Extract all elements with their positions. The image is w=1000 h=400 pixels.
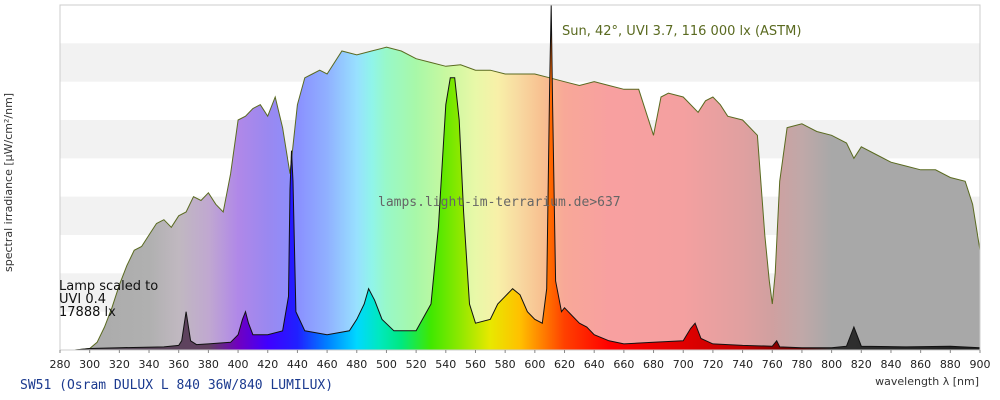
x-tick-label: 880 (940, 358, 961, 371)
x-tick-label: 300 (79, 358, 100, 371)
x-tick-label: 520 (406, 358, 427, 371)
sun-spectrum-line (74, 46, 980, 350)
x-tick-label: 700 (673, 358, 694, 371)
x-tick-label: 800 (821, 358, 842, 371)
x-tick-label: 720 (702, 358, 723, 371)
plot-area (74, 5, 980, 350)
x-tick-label: 660 (613, 358, 634, 371)
lamp-spectrum-line (74, 5, 980, 350)
x-tick-label: 620 (554, 358, 575, 371)
x-tick-label: 340 (139, 358, 160, 371)
x-tick-label: 580 (495, 358, 516, 371)
x-axis-label: wavelength λ [nm] (875, 375, 979, 388)
sun-series-label: Sun, 42°, UVI 3.7, 116 000 lx (ASTM) (562, 24, 801, 39)
lamp-scale-line1: Lamp scaled to (59, 279, 158, 294)
x-tick-label: 600 (524, 358, 545, 371)
x-tick-label: 560 (465, 358, 486, 371)
x-tick-label: 780 (791, 358, 812, 371)
x-tick-label: 360 (168, 358, 189, 371)
x-tick-label: 740 (732, 358, 753, 371)
x-tick-label: 860 (910, 358, 931, 371)
x-tick-label: 320 (109, 358, 130, 371)
y-axis-label: spectral irradiance [μW/cm²/nm] (2, 93, 15, 272)
x-tick-label: 400 (228, 358, 249, 371)
x-tick-label: 680 (643, 358, 664, 371)
x-tick-label: 500 (376, 358, 397, 371)
x-tick-label: 440 (287, 358, 308, 371)
x-tick-label: 900 (970, 358, 991, 371)
x-tick-label: 420 (257, 358, 278, 371)
x-axis-ticks: 280 300 320 340 360 380 400 420 440 460 480 500 520 5… (50, 350, 991, 371)
x-tick-label: 820 (851, 358, 872, 371)
chart-footer-title: SW51 (Osram DULUX L 840 36W/840 LUMILUX) (20, 378, 333, 393)
x-tick-label: 460 (317, 358, 338, 371)
x-tick-label: 480 (346, 358, 367, 371)
plot-border (59, 4, 981, 351)
x-tick-label: 280 (50, 358, 71, 371)
x-tick-label: 380 (198, 358, 219, 371)
x-tick-label: 540 (435, 358, 456, 371)
x-tick-label: 760 (762, 358, 783, 371)
sun-spectrum-area (74, 47, 980, 350)
x-tick-label: 640 (584, 358, 605, 371)
x-tick-label: 840 (880, 358, 901, 371)
watermark: lamps.light-im-terrarium.de>637 (378, 195, 621, 210)
lamp-scale-line2: UVI 0.4 (59, 292, 106, 307)
lamp-scale-line3: 17888 lx (59, 305, 116, 320)
